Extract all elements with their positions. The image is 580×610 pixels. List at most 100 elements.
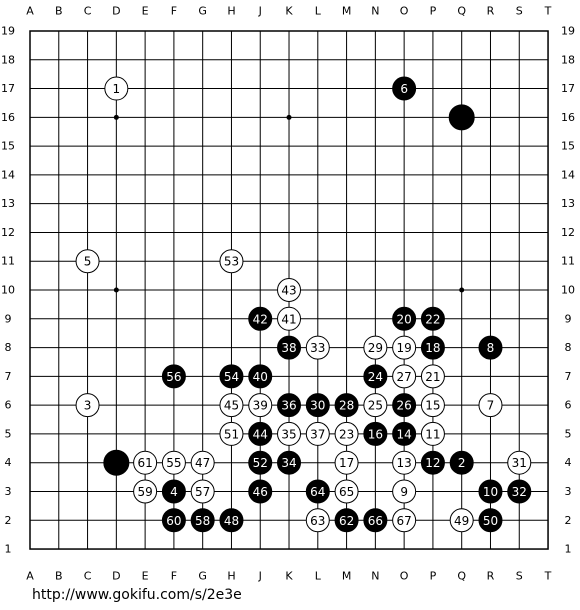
move-number: 50 [483,514,498,528]
move-number: 46 [253,485,268,499]
move-number: 60 [166,514,181,528]
column-label: C [84,570,92,583]
white-stone [277,306,302,331]
move-number: 47 [195,456,210,470]
row-label: 2 [565,514,572,527]
black-stone [248,306,273,331]
column-label: N [371,5,379,18]
column-label: D [112,5,120,18]
move-number: 36 [281,399,296,413]
white-stone [75,393,100,418]
column-label: O [400,570,409,583]
column-label: N [371,570,379,583]
move-number: 4 [170,485,178,499]
black-stone [420,450,445,475]
column-label: T [544,5,552,18]
column-label: J [258,5,262,18]
column-label: P [430,5,437,18]
black-stone [161,479,186,504]
move-number: 37 [310,427,325,441]
black-stone [277,393,302,418]
move-number: 17 [339,456,354,470]
black-stone [478,508,503,533]
row-label: 4 [5,456,12,469]
move-number: 67 [396,514,411,528]
move-number: 22 [425,312,440,326]
white-stone [420,393,445,418]
move-number: 58 [195,514,210,528]
column-label: T [544,570,552,583]
black-stone [392,421,417,446]
move-number: 42 [253,312,268,326]
row-label: 12 [1,226,15,239]
black-stone [248,450,273,475]
move-number: 14 [396,427,411,441]
black-stone [478,335,503,360]
row-label: 12 [561,226,575,239]
column-label: S [516,570,523,583]
white-stone [334,479,359,504]
row-label: 9 [5,312,12,325]
black-stone [363,421,388,446]
white-stone [248,393,273,418]
move-number: 40 [253,370,268,384]
column-label: D [112,570,120,583]
column-label: G [198,5,207,18]
black-stone [277,450,302,475]
move-number: 66 [368,514,383,528]
white-stone [420,421,445,446]
move-number: 9 [400,485,408,499]
row-label: 13 [561,197,575,210]
row-label: 14 [561,168,575,181]
column-label: J [258,570,262,583]
white-stone [363,335,388,360]
black-stone [420,306,445,331]
column-label: Q [457,570,466,583]
move-number: 57 [195,485,210,499]
black-stone [161,508,186,533]
white-stone [161,450,186,475]
move-number: 29 [368,341,383,355]
move-number: 41 [281,312,296,326]
row-label: 1 [565,543,572,556]
row-label: 7 [5,370,12,383]
move-number: 45 [224,399,239,413]
row-label: 16 [1,111,15,124]
black-stone [219,364,244,389]
white-stone [392,508,417,533]
move-number: 48 [224,514,239,528]
black-stone [392,306,417,331]
column-label: A [26,570,34,583]
column-label: F [171,570,177,583]
black-stone [248,479,273,504]
move-number: 64 [310,485,325,499]
board-border [29,30,549,550]
move-number: 55 [166,456,181,470]
white-stone [449,508,474,533]
white-stone [478,393,503,418]
move-number: 7 [487,399,495,413]
column-label: Q [457,5,466,18]
black-stone [363,364,388,389]
row-label: 11 [561,255,575,268]
black-stone [248,421,273,446]
row-label: 5 [5,427,12,440]
black-stone [248,364,273,389]
white-stone [305,335,330,360]
row-label: 15 [1,140,15,153]
move-number: 35 [281,427,296,441]
white-stone [392,450,417,475]
move-number: 62 [339,514,354,528]
white-stone [75,249,100,274]
black-stone [334,508,359,533]
white-stone [305,421,330,446]
move-number: 23 [339,427,354,441]
move-number: 54 [224,370,239,384]
move-number: 3 [84,399,92,413]
row-label: 17 [1,82,15,95]
move-number: 38 [281,341,296,355]
star-point [113,114,119,120]
row-label: 5 [565,427,572,440]
row-label: 3 [565,485,572,498]
